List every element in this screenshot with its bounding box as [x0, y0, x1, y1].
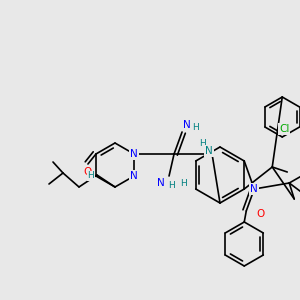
Text: N: N	[130, 149, 138, 159]
Text: N: N	[250, 184, 258, 194]
Text: H: H	[199, 140, 206, 148]
Text: N: N	[157, 178, 165, 188]
Text: H: H	[168, 182, 174, 190]
Text: H: H	[88, 172, 94, 181]
Text: N: N	[183, 120, 191, 130]
Text: O: O	[256, 209, 264, 219]
Text: N: N	[130, 171, 138, 181]
Text: N: N	[205, 146, 213, 156]
Text: Cl: Cl	[279, 124, 290, 134]
Text: H: H	[180, 178, 186, 188]
Text: H: H	[192, 124, 198, 133]
Text: O: O	[84, 167, 92, 177]
